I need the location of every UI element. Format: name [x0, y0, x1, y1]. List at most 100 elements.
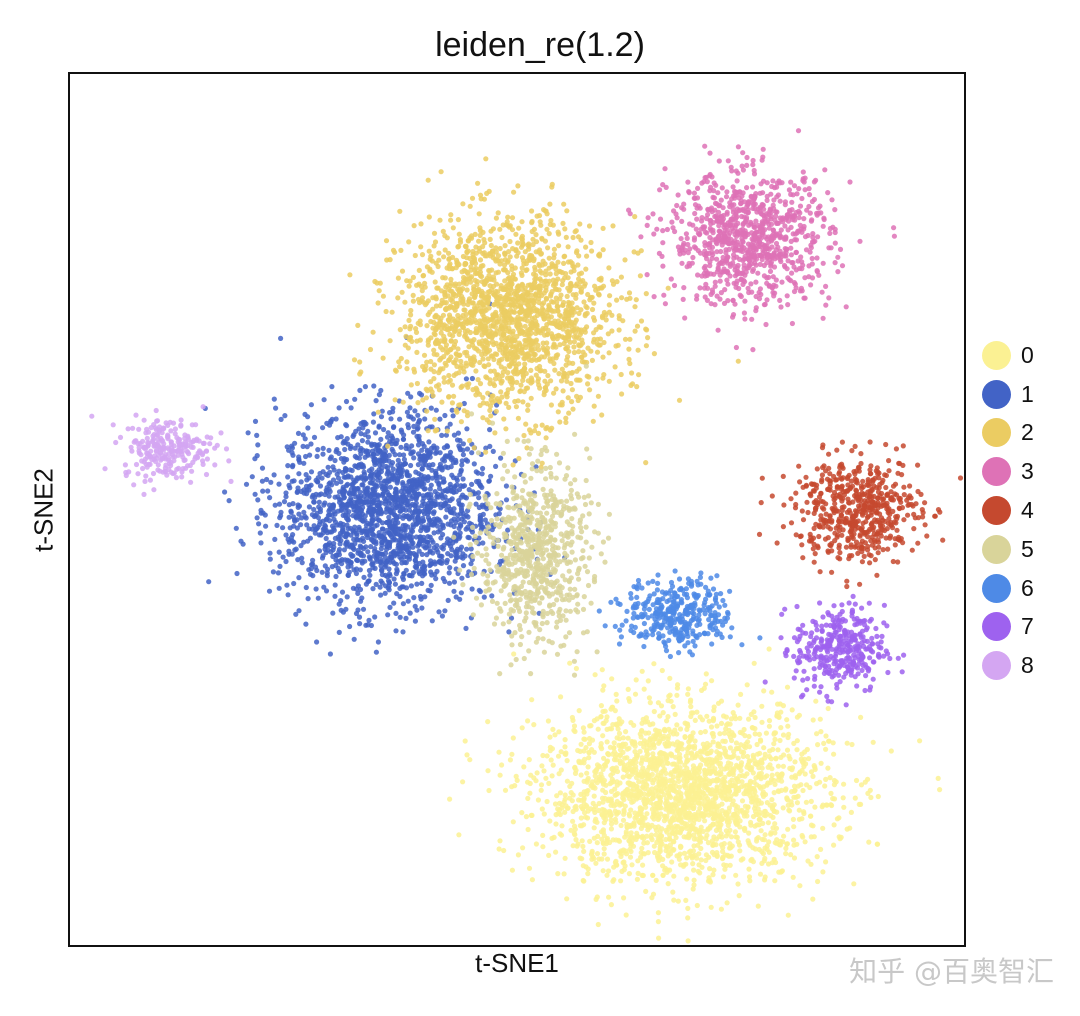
data-point — [389, 433, 395, 439]
data-point — [735, 764, 741, 770]
data-point — [831, 751, 837, 757]
data-point — [718, 793, 724, 799]
point-layer — [89, 128, 964, 944]
data-point — [398, 508, 404, 514]
data-point — [688, 697, 694, 703]
data-point — [422, 416, 428, 422]
data-point — [222, 489, 228, 495]
data-point — [296, 457, 302, 463]
data-point — [607, 839, 613, 846]
data-point — [405, 390, 411, 396]
data-point — [735, 881, 741, 887]
data-point — [296, 575, 302, 581]
data-point — [343, 531, 350, 538]
data-point — [759, 703, 765, 709]
data-point — [818, 846, 824, 853]
data-point — [581, 822, 587, 828]
data-point — [830, 795, 836, 802]
data-point — [556, 771, 562, 777]
data-point — [720, 854, 726, 860]
data-point — [390, 448, 396, 454]
data-point — [388, 494, 395, 500]
data-point — [799, 832, 805, 839]
data-point — [440, 457, 446, 463]
data-point — [632, 214, 638, 220]
data-point — [391, 560, 397, 567]
data-point — [772, 736, 778, 743]
data-point — [791, 783, 798, 789]
data-point — [570, 808, 576, 815]
data-point — [631, 792, 637, 799]
data-point — [652, 849, 658, 856]
data-point — [400, 498, 406, 504]
data-point — [696, 787, 702, 793]
data-point — [347, 445, 353, 452]
data-point — [635, 818, 642, 824]
data-point — [301, 509, 307, 515]
data-point — [728, 845, 734, 851]
data-point — [575, 841, 581, 847]
data-point — [685, 691, 691, 697]
data-point — [319, 475, 325, 481]
data-point — [669, 761, 676, 767]
data-point — [262, 512, 268, 518]
data-point — [467, 437, 473, 444]
data-point — [639, 834, 645, 840]
data-point — [520, 845, 526, 851]
data-point — [569, 714, 576, 721]
data-point — [747, 758, 753, 764]
data-point — [440, 495, 446, 501]
data-point — [309, 494, 315, 500]
data-point — [586, 750, 592, 756]
data-point — [406, 283, 412, 289]
data-point — [551, 255, 557, 261]
data-point — [603, 782, 609, 788]
data-point — [710, 731, 716, 737]
data-point — [333, 416, 339, 422]
data-point — [481, 363, 487, 369]
data-point — [824, 802, 830, 808]
data-point — [479, 471, 485, 477]
data-point — [694, 902, 700, 909]
data-point — [674, 722, 680, 728]
data-point — [619, 295, 625, 301]
data-point — [595, 726, 601, 732]
data-point — [555, 753, 562, 759]
data-point — [742, 810, 748, 816]
data-point — [678, 769, 685, 775]
data-point — [705, 840, 712, 846]
data-point — [366, 554, 372, 560]
data-point — [575, 234, 582, 240]
data-point — [582, 810, 588, 816]
data-point — [823, 859, 829, 865]
data-point — [388, 507, 394, 513]
data-point — [510, 462, 516, 468]
data-point — [698, 729, 704, 736]
data-point — [285, 536, 291, 543]
data-point — [672, 831, 678, 837]
data-point — [756, 816, 763, 822]
data-point — [407, 492, 413, 498]
data-point — [581, 797, 587, 803]
data-point — [591, 330, 597, 336]
data-point — [276, 501, 283, 507]
data-point — [323, 471, 329, 477]
data-point — [476, 495, 482, 501]
data-point — [378, 578, 384, 584]
data-point — [774, 837, 780, 843]
data-point — [600, 247, 606, 253]
data-point — [419, 480, 425, 486]
data-point — [664, 718, 670, 724]
data-point — [422, 594, 428, 600]
data-point — [392, 537, 398, 543]
data-point — [529, 697, 535, 703]
data-point — [327, 512, 333, 518]
data-point — [667, 832, 673, 839]
data-point — [704, 740, 710, 747]
data-point — [634, 876, 641, 882]
data-point — [624, 755, 630, 761]
data-point — [600, 708, 606, 715]
data-point — [678, 742, 684, 748]
data-point — [392, 505, 398, 511]
data-point — [378, 436, 384, 442]
